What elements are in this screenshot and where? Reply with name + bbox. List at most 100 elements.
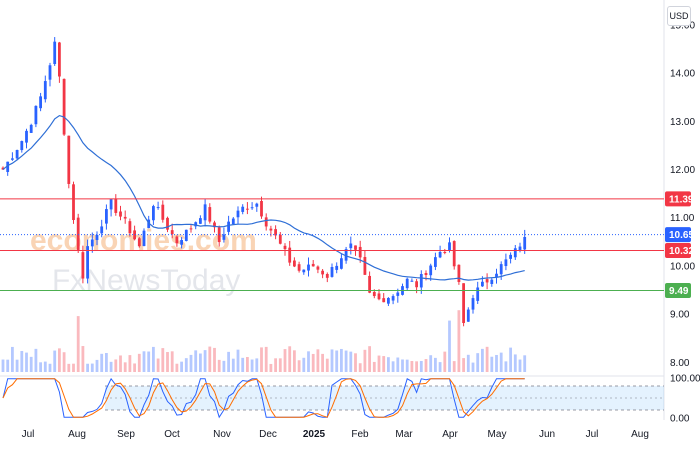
volume-bar (452, 361, 456, 372)
candle-body (48, 65, 52, 80)
volume-bar (114, 359, 118, 372)
volume-bar (419, 360, 423, 372)
candle-body (485, 279, 489, 283)
candle-body (175, 236, 179, 244)
x-axis-label-2: Sep (117, 429, 135, 440)
volume-bar (34, 348, 38, 372)
volume-bar (429, 355, 433, 372)
level-tag-1 (665, 242, 691, 258)
volume-bar (523, 355, 527, 372)
volume-bar (316, 349, 320, 372)
x-axis-label-5: Dec (259, 429, 277, 440)
volume-bar (90, 363, 94, 372)
candle-body (90, 239, 94, 247)
candle-body (396, 292, 400, 296)
candle-body (152, 206, 155, 221)
candle-body (222, 234, 226, 240)
volume-bar (39, 362, 42, 372)
x-axis-label-6: 2025 (303, 429, 326, 440)
candle-body (95, 234, 99, 240)
level-tag-label-2: 9.49 (669, 286, 689, 297)
candle-body (476, 287, 480, 301)
volume-bar (147, 351, 151, 372)
price-tick-3: 12.00 (670, 165, 695, 176)
volume-bar (495, 354, 498, 372)
last-price-tag (665, 227, 691, 243)
candle-body (250, 207, 254, 209)
volume-bar (241, 357, 245, 372)
volume-bar (302, 357, 306, 372)
candle-body (293, 260, 296, 267)
candle-body (81, 252, 85, 279)
candle-body (377, 293, 381, 300)
volume-bar (321, 353, 324, 372)
volume-bar (217, 359, 221, 372)
candle-body (255, 203, 259, 207)
volume-bar (29, 356, 33, 372)
x-axis-label-13: Aug (631, 429, 649, 440)
volume-bar (180, 361, 183, 372)
currency-selector[interactable]: USD (667, 6, 691, 26)
volume-bar (405, 359, 409, 372)
volume-bar (11, 346, 14, 372)
candle-body (349, 243, 353, 249)
volume-bar (100, 353, 104, 372)
level-tag-label-1: 10.32 (669, 246, 694, 257)
price-tick-2: 13.00 (670, 117, 695, 128)
volume-bar (344, 350, 348, 372)
volume-bar (142, 351, 146, 372)
candle-body (264, 217, 268, 227)
candle-body (410, 280, 414, 282)
candle-body (363, 256, 367, 275)
candle-body (424, 273, 428, 276)
price-tick-6: 9.00 (670, 310, 690, 321)
candle-body (302, 269, 306, 273)
volume-bar (152, 346, 155, 372)
candle-body (137, 238, 141, 247)
candle-body (311, 263, 315, 267)
candle-body (443, 251, 447, 253)
candle-body (405, 278, 409, 289)
candle-body (199, 218, 202, 224)
candle-body (372, 291, 376, 297)
x-axis-label-12: Jul (586, 429, 599, 440)
volume-bar (504, 361, 508, 372)
candle-body (105, 209, 108, 224)
candle-body (25, 130, 28, 143)
volume-bar (377, 355, 381, 372)
volume-bar (62, 352, 66, 372)
volume-bar (189, 354, 193, 372)
volume-bar (481, 348, 484, 372)
volume-bar (48, 363, 52, 372)
volume-bar (72, 363, 75, 372)
candle-body (330, 267, 334, 277)
candle-body (189, 228, 193, 230)
volume-bar (255, 358, 259, 372)
candle-body (274, 229, 277, 236)
candle-body (382, 298, 386, 303)
candle-body (170, 230, 174, 235)
level-tag-2 (665, 283, 691, 299)
volume-bar (43, 361, 47, 372)
candle-body (499, 264, 503, 275)
x-axis-label-9: Apr (442, 429, 458, 440)
candle-body (119, 211, 122, 217)
candle-body (462, 283, 465, 324)
volume-bar (222, 360, 226, 372)
price-tick-7: 8.00 (670, 358, 690, 369)
volume-bar (260, 347, 263, 372)
volume-bar (208, 346, 212, 372)
level-tag-0 (665, 191, 691, 207)
last-price-label: 10.65 (669, 230, 694, 241)
volume-bar (363, 349, 367, 372)
volume-bar (95, 359, 99, 372)
candle-body (241, 206, 245, 212)
candle-body (434, 257, 437, 267)
volume-bar (438, 362, 442, 372)
volume-bar (264, 346, 268, 372)
level-tag-label-0: 11.39 (669, 194, 694, 205)
volume-bar (513, 354, 517, 372)
candle-body (387, 297, 390, 304)
volume-bar (288, 346, 292, 372)
candle-body (161, 204, 165, 220)
